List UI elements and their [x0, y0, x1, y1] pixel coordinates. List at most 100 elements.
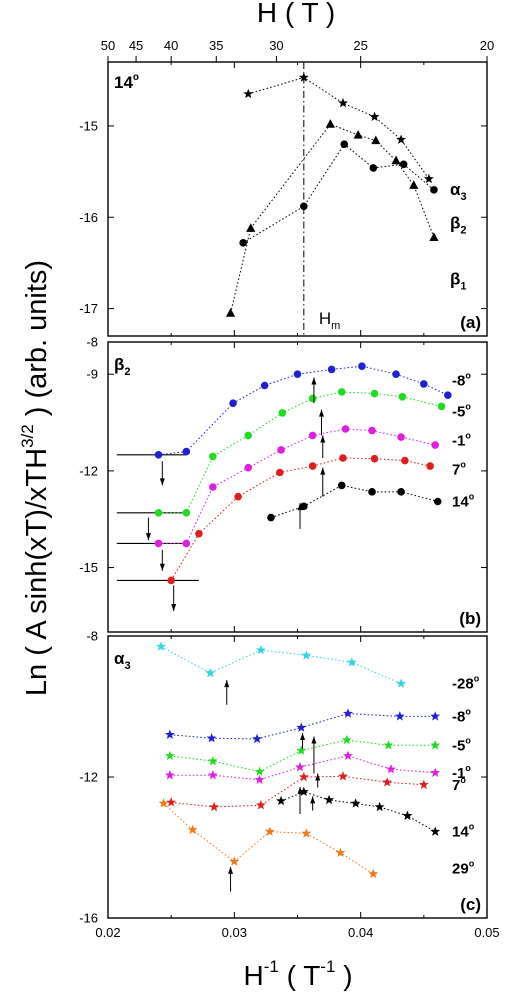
series-triangle [225, 119, 439, 317]
series-label: β2 [450, 214, 467, 237]
series-line [270, 484, 438, 519]
data-point [267, 513, 275, 522]
data-point [430, 186, 438, 194]
data-point [386, 764, 396, 774]
data-point [260, 381, 269, 390]
data-point [430, 767, 441, 777]
series-line [160, 646, 402, 685]
series--5 [154, 388, 446, 517]
data-point [337, 481, 346, 490]
data-point [243, 88, 254, 99]
data-point [229, 399, 237, 408]
data-point [420, 380, 428, 388]
top-tick-label: 35 [209, 38, 223, 53]
panel-frame-c [107, 635, 488, 919]
data-point [225, 308, 236, 317]
series--8 [154, 362, 452, 459]
data-point [340, 140, 349, 148]
data-point [374, 801, 385, 812]
arrow-head [300, 732, 306, 740]
series-label: -5o [452, 401, 471, 420]
data-point [327, 365, 336, 374]
data-point [154, 450, 163, 459]
data-point [437, 402, 446, 411]
data-point [368, 868, 379, 879]
data-point [426, 462, 434, 470]
data-point [353, 130, 363, 139]
data-point [276, 468, 284, 477]
data-point [370, 454, 379, 463]
x-tick-label: 0.02 [95, 925, 120, 940]
data-point [209, 452, 217, 461]
series-label: 29o [452, 859, 475, 878]
data-point [397, 488, 405, 496]
arrow-head [171, 604, 177, 612]
data-point [396, 678, 407, 688]
data-point [350, 798, 361, 808]
data-point [244, 431, 253, 440]
series-label: -28o [452, 674, 480, 693]
arrow-head [159, 563, 165, 571]
data-point [234, 492, 242, 501]
data-point [182, 447, 191, 456]
series-line [248, 76, 430, 180]
data-point [383, 740, 394, 750]
data-point [300, 202, 308, 211]
arrow-head [311, 736, 317, 744]
x-tick-label: 0.03 [222, 925, 247, 940]
arrow-head [224, 680, 230, 688]
data-point [430, 826, 441, 836]
data-point [296, 722, 307, 732]
top-axis-label: H ( T ) [257, 0, 335, 28]
arrow-head [311, 377, 317, 385]
panel-a: (a) 14o Hm α3 β2 β1 [114, 62, 481, 336]
data-point [391, 155, 401, 165]
data-point [369, 111, 380, 122]
data-point [298, 72, 309, 82]
data-point [308, 462, 317, 470]
data-point [156, 641, 167, 651]
y-tick-label: -9 [86, 367, 98, 382]
data-point [205, 667, 216, 678]
data-point [429, 232, 439, 241]
data-point [382, 777, 393, 787]
y-tick-label: -15 [79, 560, 98, 575]
y-tick-label: -17 [79, 301, 98, 316]
data-point [346, 657, 357, 667]
series-label: -1o [452, 430, 471, 449]
data-point [338, 771, 348, 781]
data-point [325, 119, 335, 128]
data-point [399, 160, 408, 169]
series--1 [164, 750, 441, 785]
hm-label: Hm [319, 309, 340, 332]
data-point [308, 431, 317, 440]
y-tick-label: -12 [79, 463, 98, 478]
data-point [431, 441, 440, 449]
data-point [368, 488, 376, 496]
y-tick-label: -12 [79, 770, 98, 785]
data-point [187, 824, 198, 835]
data-point [335, 847, 346, 857]
data-point [392, 370, 400, 379]
series-label: -5o [452, 735, 471, 754]
x-axis-label: H-1 ( T-1 ) [243, 957, 352, 991]
series-line [242, 143, 435, 244]
series--5 [164, 734, 441, 776]
data-point [244, 463, 253, 472]
data-point [207, 755, 218, 766]
series-29 [158, 798, 379, 879]
data-point [164, 729, 175, 739]
data-point [339, 454, 347, 462]
data-point [207, 770, 218, 780]
series--28 [156, 641, 407, 688]
series-star [243, 72, 434, 184]
series-14 [267, 481, 442, 522]
top-tick-label: 30 [269, 38, 283, 53]
arrow-head [320, 435, 326, 443]
corner-label: α3 [114, 649, 131, 672]
data-point [396, 134, 407, 144]
data-point [252, 733, 263, 744]
data-point [239, 239, 247, 247]
data-point [370, 389, 379, 398]
series-line [170, 457, 431, 581]
